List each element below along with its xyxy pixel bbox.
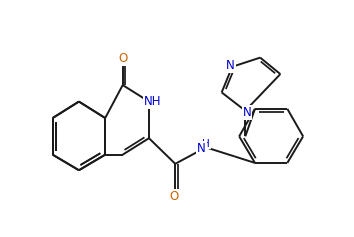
Text: N: N — [197, 142, 206, 155]
Text: N: N — [242, 106, 251, 119]
Text: NH: NH — [144, 95, 161, 108]
Text: H: H — [202, 139, 210, 149]
Text: N: N — [226, 59, 235, 72]
Text: O: O — [118, 52, 127, 65]
Text: O: O — [169, 190, 178, 203]
